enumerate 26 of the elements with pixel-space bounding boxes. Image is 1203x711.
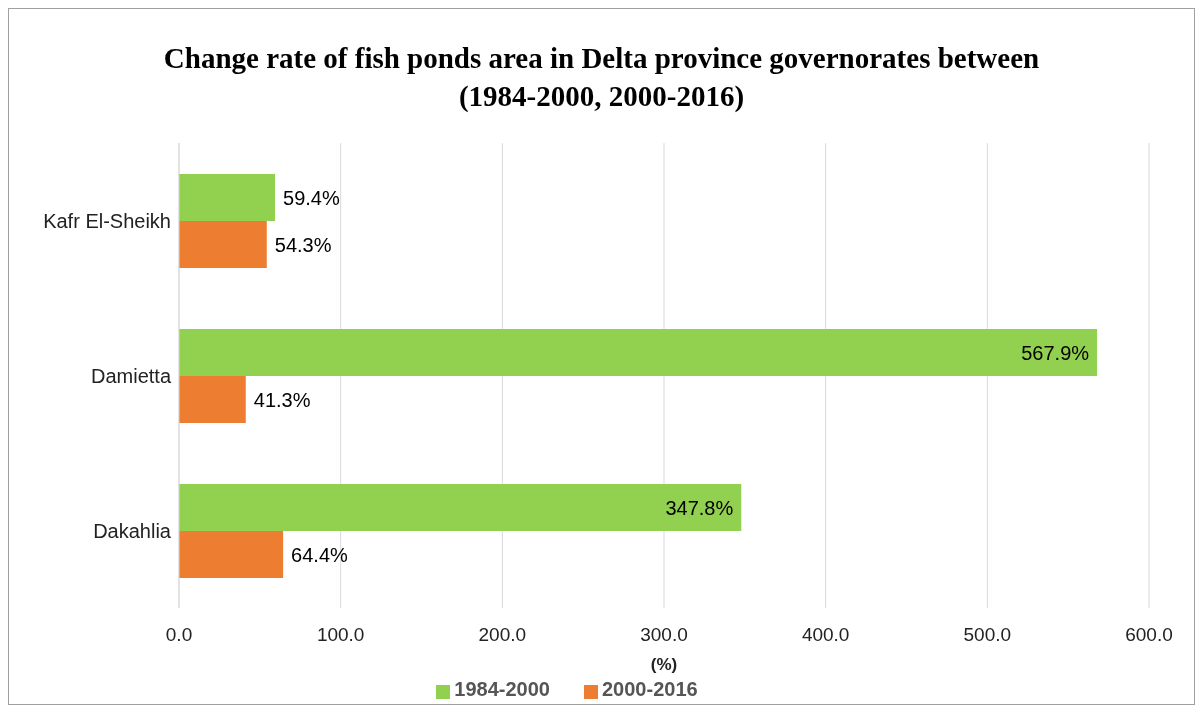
x-tick-label: 200.0 (478, 624, 527, 646)
data-label: 54.3% (274, 233, 332, 256)
bar (179, 531, 284, 578)
y-tick-label: Kafr El-Sheikh (43, 209, 171, 232)
legend-label: 1984-2000 (454, 678, 550, 700)
y-tick-label: Damietta (90, 364, 172, 387)
x-tick-label: 500.0 (963, 624, 1012, 646)
x-tick-label: 0.0 (165, 624, 193, 646)
x-tick-label: 400.0 (801, 624, 850, 646)
bar (179, 329, 1098, 376)
x-tick-label: 300.0 (640, 624, 688, 646)
chart-title: Change rate of fish ponds area in Delta province governorates between (1984-2000, 2000-2016) (162, 41, 1041, 114)
data-label: 347.8% (665, 496, 734, 519)
bar (179, 221, 267, 268)
data-label: 59.4% (283, 186, 340, 209)
bar (179, 376, 246, 423)
data-label: 41.3% (253, 388, 311, 411)
x-axis-title: (%) (650, 655, 678, 674)
data-label: 567.9% (1021, 341, 1090, 364)
data-label: 64.4% (291, 543, 349, 566)
x-tick-label: 100.0 (316, 624, 365, 646)
bar (179, 174, 276, 221)
x-tick-label: 600.0 (1125, 624, 1173, 646)
legend-label: 2000-2016 (602, 678, 698, 700)
bar (179, 484, 742, 531)
y-tick-label: Dakahlia (93, 519, 172, 542)
